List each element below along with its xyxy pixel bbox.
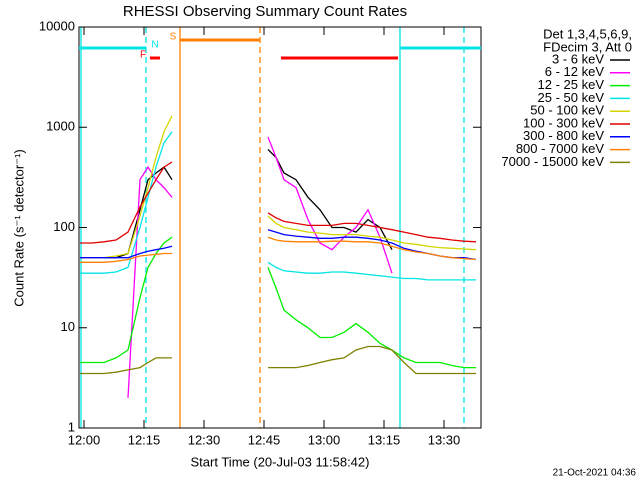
series-line: [80, 161, 173, 244]
series-line: [267, 212, 477, 243]
legend-label: 100 - 300 keV: [523, 115, 604, 130]
series-line: [80, 252, 172, 263]
series-line: [127, 165, 173, 398]
series-line: [80, 245, 173, 259]
footer: 21-Oct-2021 04:36: [553, 468, 637, 479]
series-line: [267, 267, 476, 369]
y-axis-label: Count Rate (s⁻¹ detector⁻¹): [11, 149, 26, 307]
legend-label: 7000 - 15000 keV: [501, 154, 604, 169]
legend-header: Det 1,3,4,5,6,9,: [543, 26, 632, 41]
series-line: [80, 236, 173, 364]
series-line: [80, 131, 173, 274]
series-line: [267, 136, 393, 274]
series-line: [80, 166, 173, 259]
legend-label: 25 - 50 keV: [538, 90, 605, 105]
chart-title: RHESSI Observing Summary Count Rates: [123, 3, 407, 20]
series-line: [268, 345, 476, 375]
x-tick-label: 13:00: [308, 432, 341, 447]
x-tick-label: 12:15: [128, 432, 161, 447]
legend-label: 12 - 25 keV: [538, 77, 605, 92]
flag-label: N: [151, 40, 158, 51]
series-line: [267, 215, 477, 251]
y-tick-label: 1: [68, 419, 75, 434]
legend-label: 3 - 6 keV: [552, 51, 604, 66]
y-tick-label: 100: [53, 219, 75, 234]
series-line: [80, 115, 173, 259]
legend-label: 50 - 100 keV: [530, 103, 604, 118]
x-tick-label: 12:45: [248, 432, 281, 447]
series-line: [267, 236, 477, 261]
flag-label: F: [140, 50, 146, 61]
x-tick-label: 12:30: [188, 432, 221, 447]
series-line: [267, 229, 477, 261]
series-line: [267, 261, 476, 281]
x-tick-label: 13:15: [368, 432, 401, 447]
y-tick-label: 10: [61, 319, 75, 334]
x-tick-label: 13:30: [428, 432, 461, 447]
legend-label: 6 - 12 keV: [545, 64, 605, 79]
legend-header: FDecim 3, Att 0: [543, 39, 632, 54]
legend-label: 800 - 7000 keV: [516, 141, 605, 156]
series-line: [267, 149, 393, 251]
series-line: [80, 357, 172, 375]
x-axis-label: Start Time (20-Jul-03 11:58:42): [191, 454, 370, 469]
y-tick-label: 1000: [46, 119, 75, 134]
y-tick-label: 10000: [39, 18, 75, 33]
flag-label: S: [170, 32, 177, 43]
x-tick-label: 12:00: [68, 432, 101, 447]
legend-label: 300 - 800 keV: [523, 128, 604, 143]
plot-area: [80, 27, 477, 428]
